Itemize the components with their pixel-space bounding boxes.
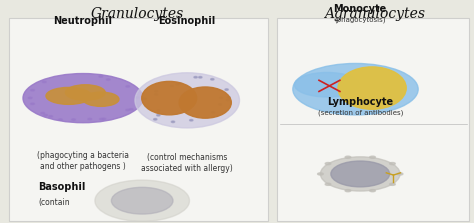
Ellipse shape	[325, 183, 331, 185]
FancyBboxPatch shape	[9, 18, 268, 221]
Ellipse shape	[219, 97, 223, 99]
Text: (phagocyting a bacteria
and other pathogens ): (phagocyting a bacteria and other pathog…	[37, 151, 129, 171]
Text: (contain: (contain	[38, 198, 70, 207]
Ellipse shape	[219, 104, 222, 105]
Ellipse shape	[325, 163, 331, 165]
Ellipse shape	[42, 81, 46, 83]
Ellipse shape	[143, 98, 146, 100]
Ellipse shape	[226, 99, 229, 101]
Text: Neutrophil: Neutrophil	[54, 16, 112, 26]
Ellipse shape	[102, 118, 106, 120]
Text: Agranulocytes: Agranulocytes	[324, 7, 425, 21]
Ellipse shape	[370, 190, 375, 192]
Ellipse shape	[135, 73, 239, 128]
Ellipse shape	[338, 67, 406, 109]
Ellipse shape	[178, 83, 181, 84]
Ellipse shape	[211, 112, 215, 113]
Text: Lymphocyte: Lymphocyte	[327, 97, 393, 107]
Ellipse shape	[155, 91, 158, 92]
FancyBboxPatch shape	[277, 18, 469, 221]
Ellipse shape	[320, 157, 400, 191]
Ellipse shape	[154, 119, 157, 120]
Ellipse shape	[129, 109, 133, 110]
Ellipse shape	[157, 110, 160, 111]
Ellipse shape	[72, 119, 75, 120]
Ellipse shape	[190, 120, 193, 121]
Ellipse shape	[397, 173, 403, 175]
Ellipse shape	[95, 180, 190, 221]
Ellipse shape	[179, 87, 231, 118]
Ellipse shape	[390, 163, 395, 165]
Ellipse shape	[31, 89, 35, 91]
Ellipse shape	[49, 116, 53, 117]
Ellipse shape	[199, 76, 202, 78]
Ellipse shape	[126, 109, 129, 111]
Ellipse shape	[294, 72, 360, 97]
Ellipse shape	[318, 173, 323, 175]
Ellipse shape	[390, 183, 395, 185]
Ellipse shape	[157, 114, 160, 116]
Ellipse shape	[225, 89, 228, 90]
Ellipse shape	[345, 156, 351, 158]
Ellipse shape	[331, 161, 390, 187]
Ellipse shape	[370, 156, 375, 158]
Text: (secretion of antibodies): (secretion of antibodies)	[318, 109, 403, 116]
Ellipse shape	[155, 94, 158, 95]
Ellipse shape	[46, 87, 91, 104]
Ellipse shape	[44, 114, 47, 116]
Text: (phagocytosis): (phagocytosis)	[335, 17, 386, 23]
Text: Basophil: Basophil	[38, 182, 85, 192]
Ellipse shape	[345, 190, 351, 192]
Ellipse shape	[23, 74, 143, 123]
Text: Granulocytes: Granulocytes	[91, 7, 184, 21]
Ellipse shape	[176, 84, 179, 85]
Ellipse shape	[210, 78, 214, 80]
Text: Eosinophil: Eosinophil	[159, 16, 216, 26]
Ellipse shape	[170, 85, 173, 87]
Ellipse shape	[100, 118, 103, 120]
Ellipse shape	[31, 103, 35, 105]
Ellipse shape	[65, 85, 105, 100]
Ellipse shape	[106, 79, 110, 80]
Ellipse shape	[28, 97, 32, 99]
Ellipse shape	[99, 76, 103, 77]
Ellipse shape	[227, 97, 230, 98]
Ellipse shape	[142, 81, 197, 115]
Ellipse shape	[293, 64, 418, 115]
Ellipse shape	[171, 121, 174, 123]
Ellipse shape	[126, 86, 130, 87]
Ellipse shape	[41, 112, 45, 114]
Ellipse shape	[59, 119, 63, 120]
Text: (control mechanisms
associated with allergy): (control mechanisms associated with alle…	[141, 153, 233, 173]
Text: Monocyte: Monocyte	[334, 4, 387, 14]
Ellipse shape	[194, 76, 197, 78]
Ellipse shape	[111, 187, 173, 214]
Ellipse shape	[88, 118, 92, 120]
Ellipse shape	[136, 97, 139, 98]
Ellipse shape	[83, 92, 119, 106]
